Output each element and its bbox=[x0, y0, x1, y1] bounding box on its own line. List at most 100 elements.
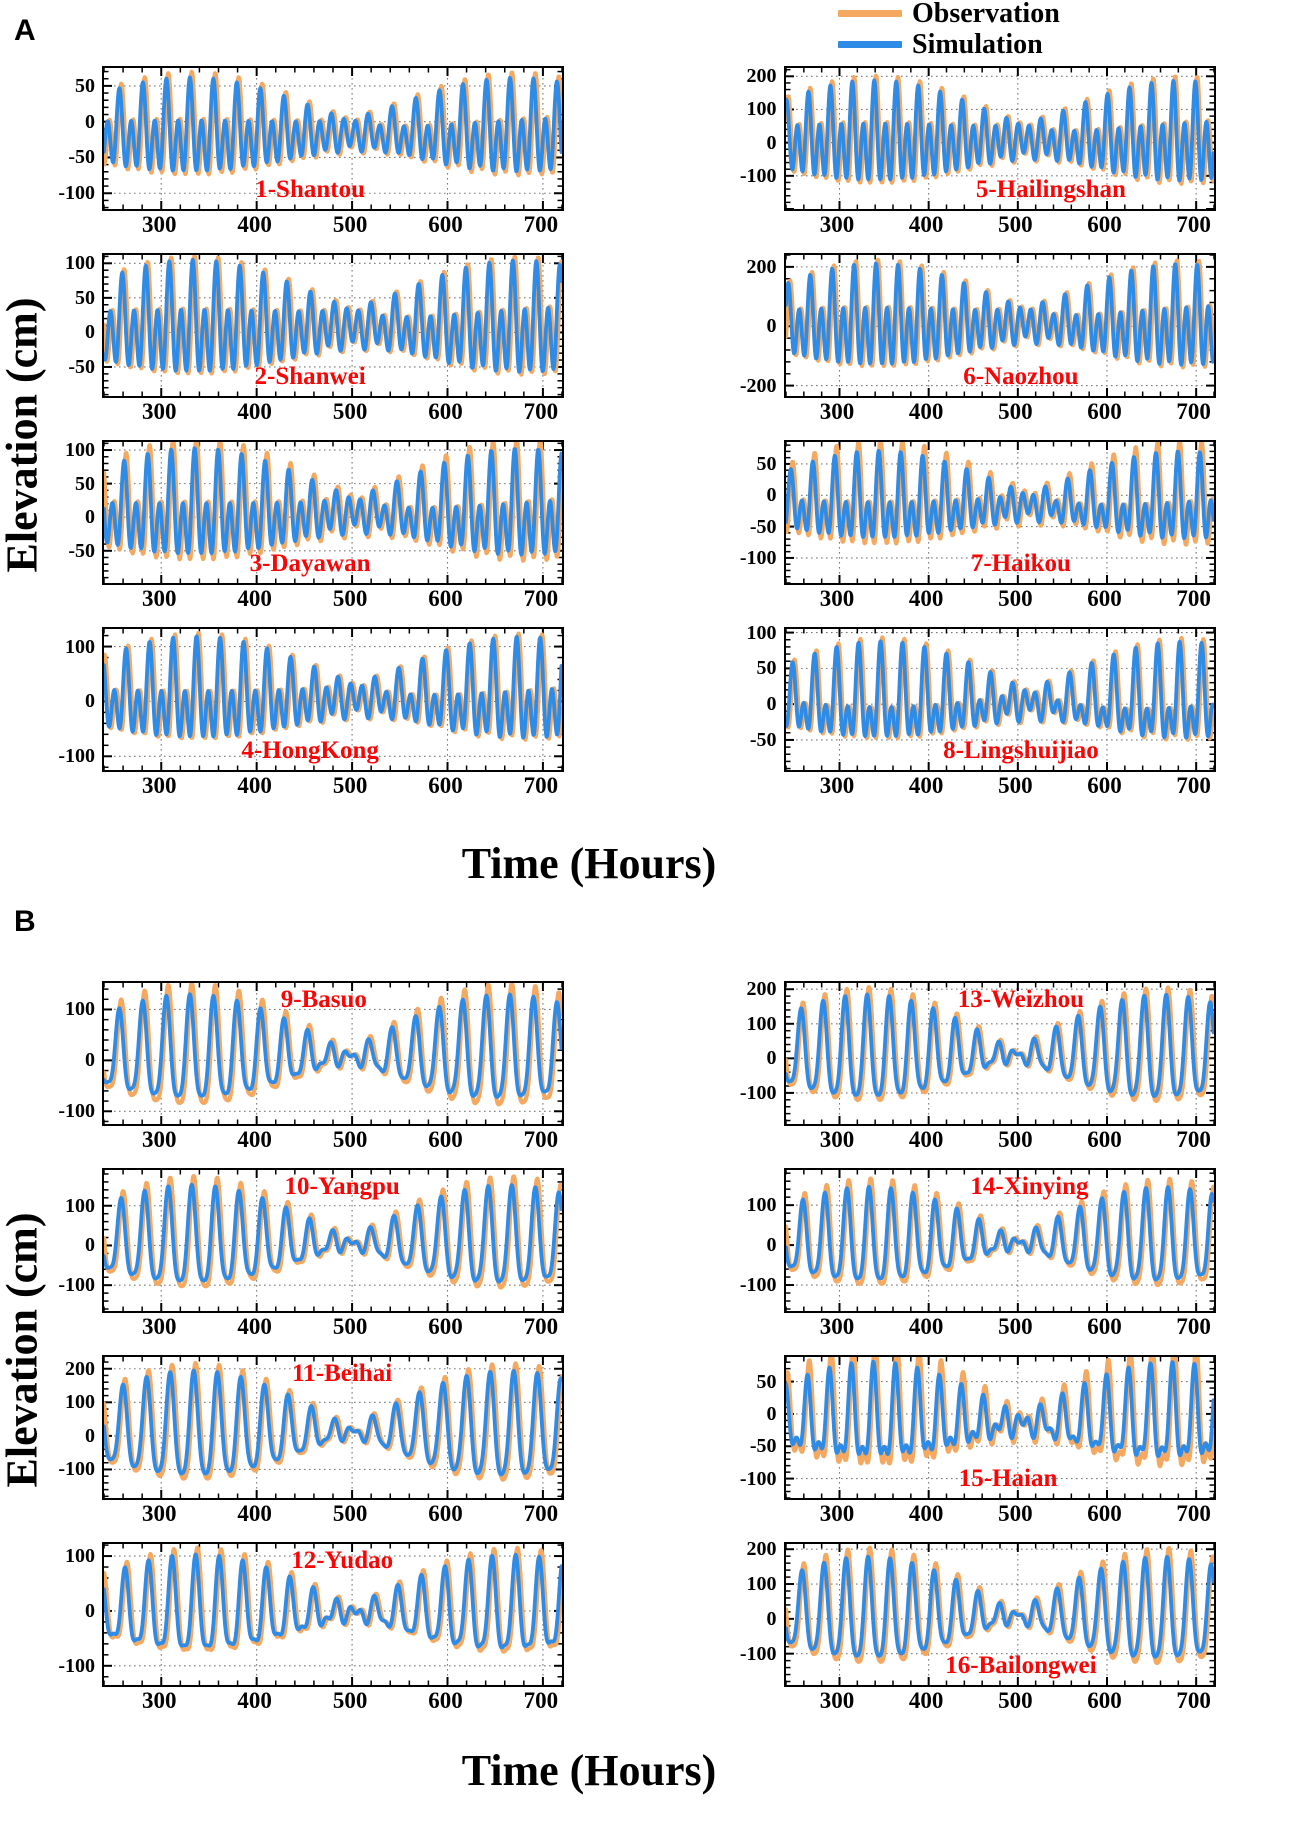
x-tick-label: 500 bbox=[332, 1688, 368, 1713]
y-tick-label: 0 bbox=[85, 506, 95, 529]
panel-b-x-axis-label: Time (Hours) bbox=[461, 1746, 717, 1795]
x-tick-labels: 300 400 500 600 700 bbox=[102, 211, 564, 243]
x-tick-label: 400 bbox=[237, 399, 272, 424]
y-tick-labels: 100 0 -100 bbox=[46, 627, 102, 804]
y-tick-label: 200 bbox=[65, 1357, 95, 1380]
x-tick-label: 400 bbox=[237, 586, 272, 611]
station-label: 8-Lingshuijiao bbox=[943, 737, 1099, 764]
y-tick-label: 100 bbox=[746, 621, 777, 644]
x-tick-labels: 300 400 500 600 700 bbox=[784, 585, 1216, 617]
plot-canvas bbox=[785, 68, 1214, 209]
y-tick-labels: 200 100 0 -100 bbox=[728, 978, 784, 1158]
y-tick-label: 50 bbox=[756, 452, 777, 475]
station-label: 7-Haikou bbox=[970, 550, 1071, 577]
y-tick-label: 100 bbox=[65, 1545, 95, 1568]
x-tick-label: 400 bbox=[908, 1501, 944, 1526]
x-tick-label: 400 bbox=[237, 1501, 272, 1526]
panel-b-subplot-grid: 100 0 -100 9-Basuo 300 400 500 600 700 200 100 0 -10… bbox=[46, 978, 1299, 1719]
panel-a-gridwrap: Elevation (cm) 50 0 -50 -100 1-Shantou 300 400… bbox=[0, 0, 1299, 804]
y-tick-label: -100 bbox=[58, 1100, 95, 1123]
observation-line-swatch bbox=[838, 10, 902, 17]
y-tick-labels: 100 0 -100 bbox=[46, 981, 102, 1158]
y-tick-labels: 100 50 0 -50 bbox=[46, 439, 102, 617]
y-tick-labels: 100 0 -100 bbox=[46, 1542, 102, 1719]
x-tick-label: 700 bbox=[1176, 1127, 1211, 1152]
x-tick-label: 500 bbox=[998, 773, 1033, 798]
y-tick-label: 0 bbox=[766, 131, 777, 154]
subplot-2-shanwei: 100 50 0 -50 2-Shanwei 300 400 500 600 700 bbox=[46, 252, 648, 430]
x-tick-label: 300 bbox=[819, 1501, 855, 1526]
y-tick-label: -50 bbox=[68, 355, 95, 378]
y-tick-label: 200 bbox=[746, 255, 777, 278]
plot-canvas bbox=[785, 983, 1214, 1124]
y-tick-label: -50 bbox=[68, 539, 95, 562]
x-tick-label: 500 bbox=[998, 212, 1033, 237]
y-tick-label: 0 bbox=[766, 1234, 777, 1257]
x-tick-label: 600 bbox=[428, 586, 463, 611]
x-tick-label: 500 bbox=[332, 1127, 368, 1152]
plot-canvas bbox=[785, 629, 1214, 770]
y-tick-labels: 200 100 0 -100 bbox=[728, 65, 784, 243]
plot-area: 8-Lingshuijiao bbox=[783, 627, 1216, 772]
x-tick-label: 300 bbox=[819, 1314, 855, 1339]
x-tick-label: 400 bbox=[908, 773, 944, 798]
x-tick-label: 400 bbox=[908, 1127, 944, 1152]
plot-canvas bbox=[785, 442, 1214, 583]
x-tick-label: 500 bbox=[998, 399, 1033, 424]
x-tick-label: 700 bbox=[523, 586, 559, 611]
y-tick-labels: 50 0 -50 -100 bbox=[728, 440, 784, 617]
x-tick-label: 400 bbox=[237, 1314, 272, 1339]
x-tick-label: 300 bbox=[142, 1127, 177, 1152]
subplot-3-dayawan: 100 50 0 -50 3-Dayawan 300 400 500 600 700 bbox=[46, 439, 648, 617]
x-tick-label: 600 bbox=[428, 773, 463, 798]
x-tick-label: 700 bbox=[523, 212, 559, 237]
x-tick-label: 500 bbox=[332, 399, 368, 424]
y-tick-label: 100 bbox=[65, 439, 95, 462]
y-tick-label: 100 bbox=[65, 252, 95, 275]
x-tick-label: 500 bbox=[998, 586, 1033, 611]
y-tick-labels: 100 0 -100 bbox=[46, 1168, 102, 1345]
x-tick-label: 500 bbox=[332, 586, 368, 611]
y-tick-label: 200 bbox=[746, 1538, 777, 1561]
x-tick-labels: 300 400 500 600 700 bbox=[102, 1500, 564, 1532]
legend-observation-label: Observation bbox=[912, 0, 1060, 29]
x-tick-labels: 300 400 500 600 700 bbox=[784, 1126, 1216, 1158]
x-tick-label: 500 bbox=[998, 1127, 1033, 1152]
plot-canvas bbox=[785, 1544, 1214, 1685]
legend-simulation-row: Simulation bbox=[838, 29, 1060, 60]
y-tick-label: -100 bbox=[58, 745, 95, 768]
x-tick-label: 600 bbox=[1087, 212, 1122, 237]
y-tick-labels: 100 50 0 -50 bbox=[46, 252, 102, 430]
x-tick-labels: 300 400 500 600 700 bbox=[784, 1687, 1216, 1719]
x-tick-label: 300 bbox=[142, 212, 177, 237]
panel-b-gridwrap: Elevation (cm) 100 0 -100 9-Basuo 300 400 500 6… bbox=[0, 941, 1299, 1719]
x-tick-label: 300 bbox=[819, 212, 855, 237]
legend-observation-row: Observation bbox=[838, 0, 1060, 29]
x-tick-label: 500 bbox=[332, 212, 368, 237]
x-tick-label: 700 bbox=[523, 399, 559, 424]
y-tick-label: -100 bbox=[58, 1274, 95, 1297]
panel-b-y-axis-label: Elevation (cm) bbox=[0, 1212, 47, 1488]
x-tick-label: 500 bbox=[998, 1688, 1033, 1713]
panel-a: A Observation Simulation Elevation (cm) … bbox=[0, 0, 1299, 889]
plot-canvas bbox=[104, 255, 562, 396]
x-tick-label: 700 bbox=[1176, 212, 1211, 237]
subplot-10-yangpu: 100 0 -100 10-Yangpu 300 400 500 600 700 bbox=[46, 1168, 648, 1345]
station-label: 4-HongKong bbox=[241, 737, 379, 764]
x-tick-label: 400 bbox=[908, 399, 944, 424]
y-tick-label: 50 bbox=[756, 1370, 777, 1393]
panel-a-y-axis-label: Elevation (cm) bbox=[0, 297, 47, 573]
x-tick-label: 600 bbox=[428, 399, 463, 424]
y-tick-label: -50 bbox=[749, 1435, 777, 1458]
x-tick-label: 700 bbox=[523, 1501, 559, 1526]
panel-b: B Elevation (cm) 100 0 -100 9-Basuo 300 400 50… bbox=[0, 905, 1299, 1796]
x-tick-labels: 300 400 500 600 700 bbox=[102, 585, 564, 617]
plot-canvas bbox=[104, 68, 562, 209]
plot-canvas bbox=[104, 629, 562, 770]
x-tick-label: 600 bbox=[1087, 399, 1122, 424]
x-tick-label: 300 bbox=[142, 586, 177, 611]
y-tick-label: 0 bbox=[766, 1402, 777, 1425]
y-tick-label: 100 bbox=[65, 1391, 95, 1414]
plot-area: 9-Basuo bbox=[102, 981, 564, 1126]
y-tick-label: 0 bbox=[766, 315, 777, 338]
